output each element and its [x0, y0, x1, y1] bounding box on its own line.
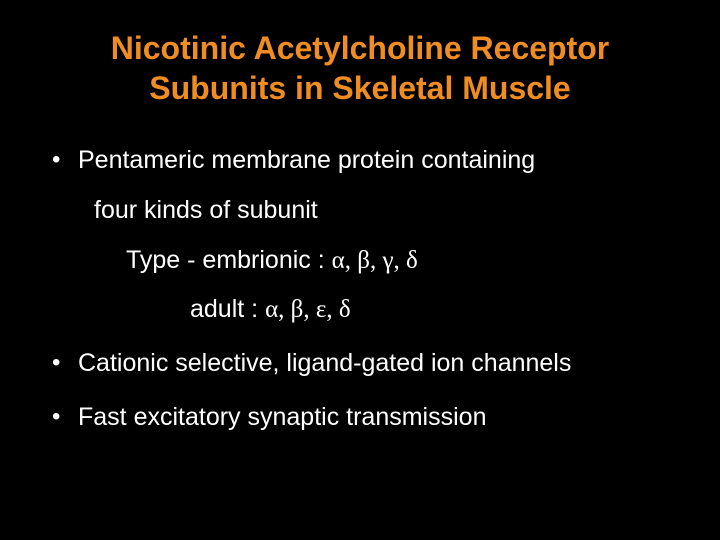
slide: Nicotinic Acetylcholine Receptor Subunit…	[0, 0, 720, 540]
bullet-3-text: Fast excitatory synaptic transmission	[78, 403, 486, 431]
title-line-2: Subunits in Skeletal Muscle	[149, 70, 570, 106]
type-prefix: Type - embrionic :	[126, 246, 332, 274]
bullet-2: Cationic selective, ligand-gated ion cha…	[48, 347, 672, 381]
bullet-1-type-line: Type - embrionic : α, β, γ, δ	[78, 244, 672, 278]
bullet-3: Fast excitatory synaptic transmission	[48, 401, 672, 435]
adult-prefix: adult :	[190, 295, 265, 323]
bullet-2-text: Cationic selective, ligand-gated ion cha…	[78, 349, 571, 377]
adult-greek: α, β, ε, δ	[265, 296, 351, 323]
slide-title: Nicotinic Acetylcholine Receptor Subunit…	[48, 28, 672, 108]
bullet-1-adult-line: adult : α, β, ε, δ	[78, 293, 672, 327]
bullet-1: Pentameric membrane protein containing f…	[48, 144, 672, 327]
bullet-1-text: Pentameric membrane protein containing	[78, 146, 535, 174]
bullet-list: Pentameric membrane protein containing f…	[48, 144, 672, 435]
type-greek: α, β, γ, δ	[332, 247, 418, 274]
title-line-1: Nicotinic Acetylcholine Receptor	[111, 30, 609, 66]
bullet-1-sub1: four kinds of subunit	[78, 194, 672, 228]
